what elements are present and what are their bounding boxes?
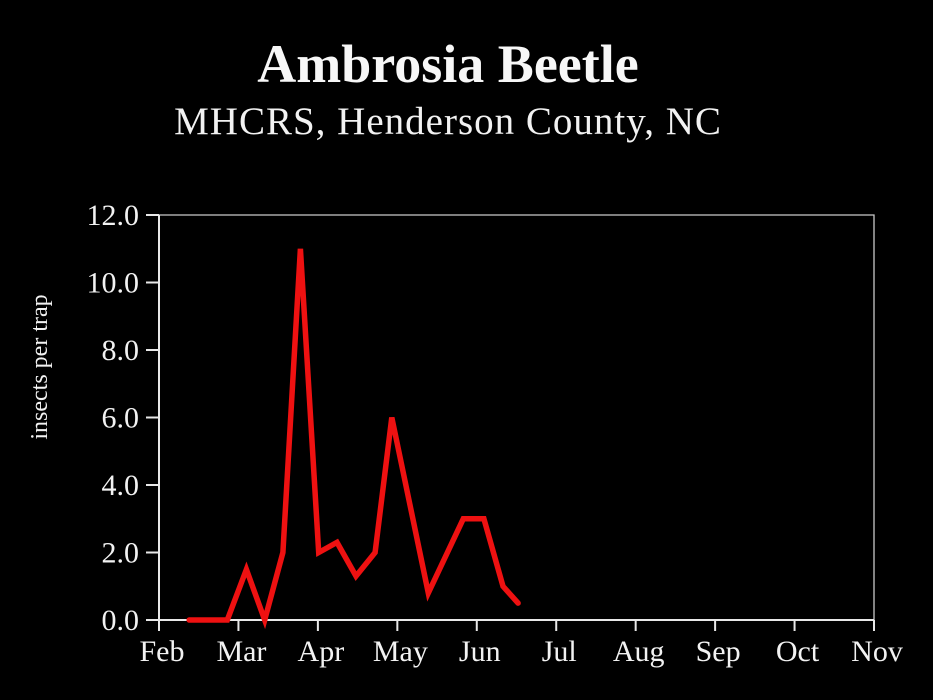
plot-frame xyxy=(159,214,875,620)
y-tick-label: 2.0 xyxy=(102,537,140,570)
x-tick-label: Feb xyxy=(140,635,185,668)
axis-labels: 0.0 2.0 4.0 6.0 8.0 10.0 12.0 Feb Mar Apr May Jun Ju… xyxy=(27,199,903,668)
y-tick-label: 0.0 xyxy=(102,604,140,637)
x-tick-label: Oct xyxy=(776,635,820,668)
y-tick-label: 8.0 xyxy=(102,334,140,367)
x-tick-label: May xyxy=(373,635,428,668)
plot-border xyxy=(159,214,875,620)
data-series xyxy=(186,248,521,630)
x-tick-label: Mar xyxy=(216,635,266,668)
y-tick-label: 10.0 xyxy=(87,267,140,300)
x-tick-label: Aug xyxy=(613,635,665,668)
y-axis-title: insects per trap xyxy=(27,294,53,439)
x-tick-label: Jul xyxy=(542,635,577,668)
chart-title: Ambrosia Beetle xyxy=(257,34,639,94)
x-tick-label: Sep xyxy=(696,635,741,668)
x-tick-label: Nov xyxy=(851,635,903,668)
data-line xyxy=(186,248,521,630)
y-tick-label: 12.0 xyxy=(87,199,140,232)
chart-subtitle: MHCRS, Henderson County, NC xyxy=(174,100,722,143)
y-tick-label: 4.0 xyxy=(102,469,140,502)
x-tick-label: Jun xyxy=(459,635,501,668)
y-tick-label: 6.0 xyxy=(102,402,140,435)
axes xyxy=(146,214,875,631)
x-tick-label: Apr xyxy=(298,635,345,668)
